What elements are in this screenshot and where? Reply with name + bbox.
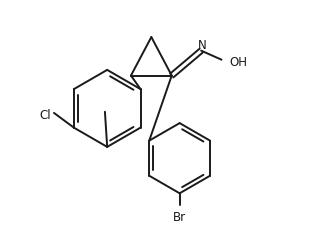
Text: Cl: Cl	[39, 108, 51, 121]
Text: N: N	[198, 39, 207, 52]
Text: OH: OH	[230, 56, 247, 69]
Text: Br: Br	[173, 210, 186, 223]
